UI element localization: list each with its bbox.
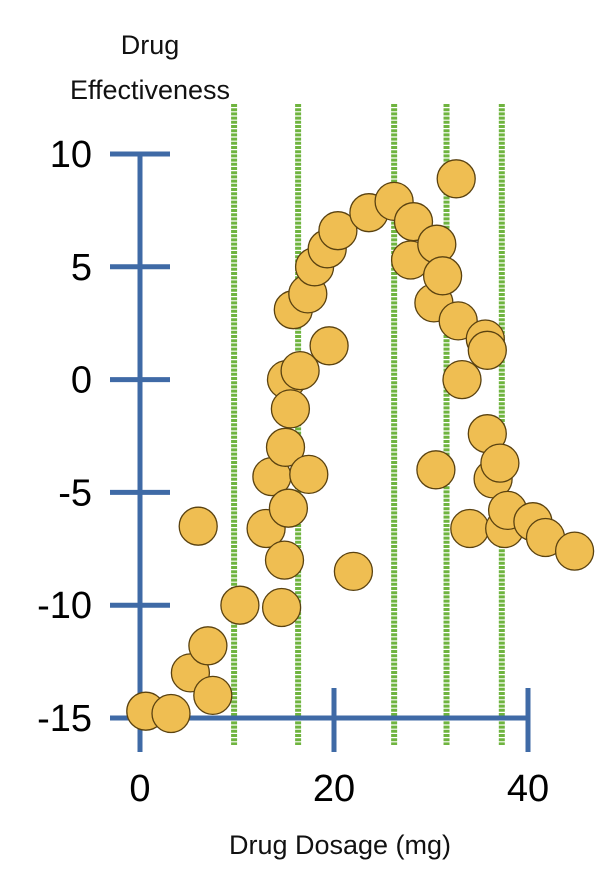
y-tick-label-2: 5 [71,247,92,289]
data-point-36 [450,508,490,549]
x-tick-label-2: 20 [313,768,355,810]
data-point-4 [178,506,218,546]
data-point-2 [151,693,191,734]
y-tick-label-5: -10 [37,585,92,627]
data-point-7 [220,585,260,625]
data-point-30 [416,450,456,490]
data-point-32 [422,256,463,296]
data-point-24 [333,551,374,592]
data-point-10 [261,587,302,628]
y-axis-title-line-1: Drug [121,30,180,60]
data-point-14 [268,488,309,528]
data-point-35 [442,359,482,400]
y-tick-label-3: 0 [71,360,92,402]
data-point-33 [436,159,476,199]
y-axis-title-line-2: Effectiveness [70,75,230,105]
x-tick-label-3: 40 [507,768,549,810]
data-point-46 [554,531,595,571]
data-point-19 [289,454,329,495]
tick-labels: 10 5 0 -5 -10 -15 0 20 40 [37,134,549,810]
data-point-23 [318,211,358,251]
data-points [126,159,595,734]
data-point-12 [265,427,306,467]
data-point-38 [467,330,507,370]
data-point-11 [264,540,305,580]
data-point-5 [188,626,228,666]
data-point-15 [270,389,311,429]
data-point-22 [309,326,349,366]
data-point-6 [193,675,233,716]
data-point-17 [280,350,320,391]
y-tick-label-4: -5 [58,472,92,514]
data-point-41 [480,443,520,483]
x-axis-title: Drug Dosage (mg) [229,830,451,860]
y-tick-label-6: -15 [37,698,92,740]
x-tick-label-1: 0 [129,768,150,810]
y-tick-label-1: 10 [50,134,92,176]
